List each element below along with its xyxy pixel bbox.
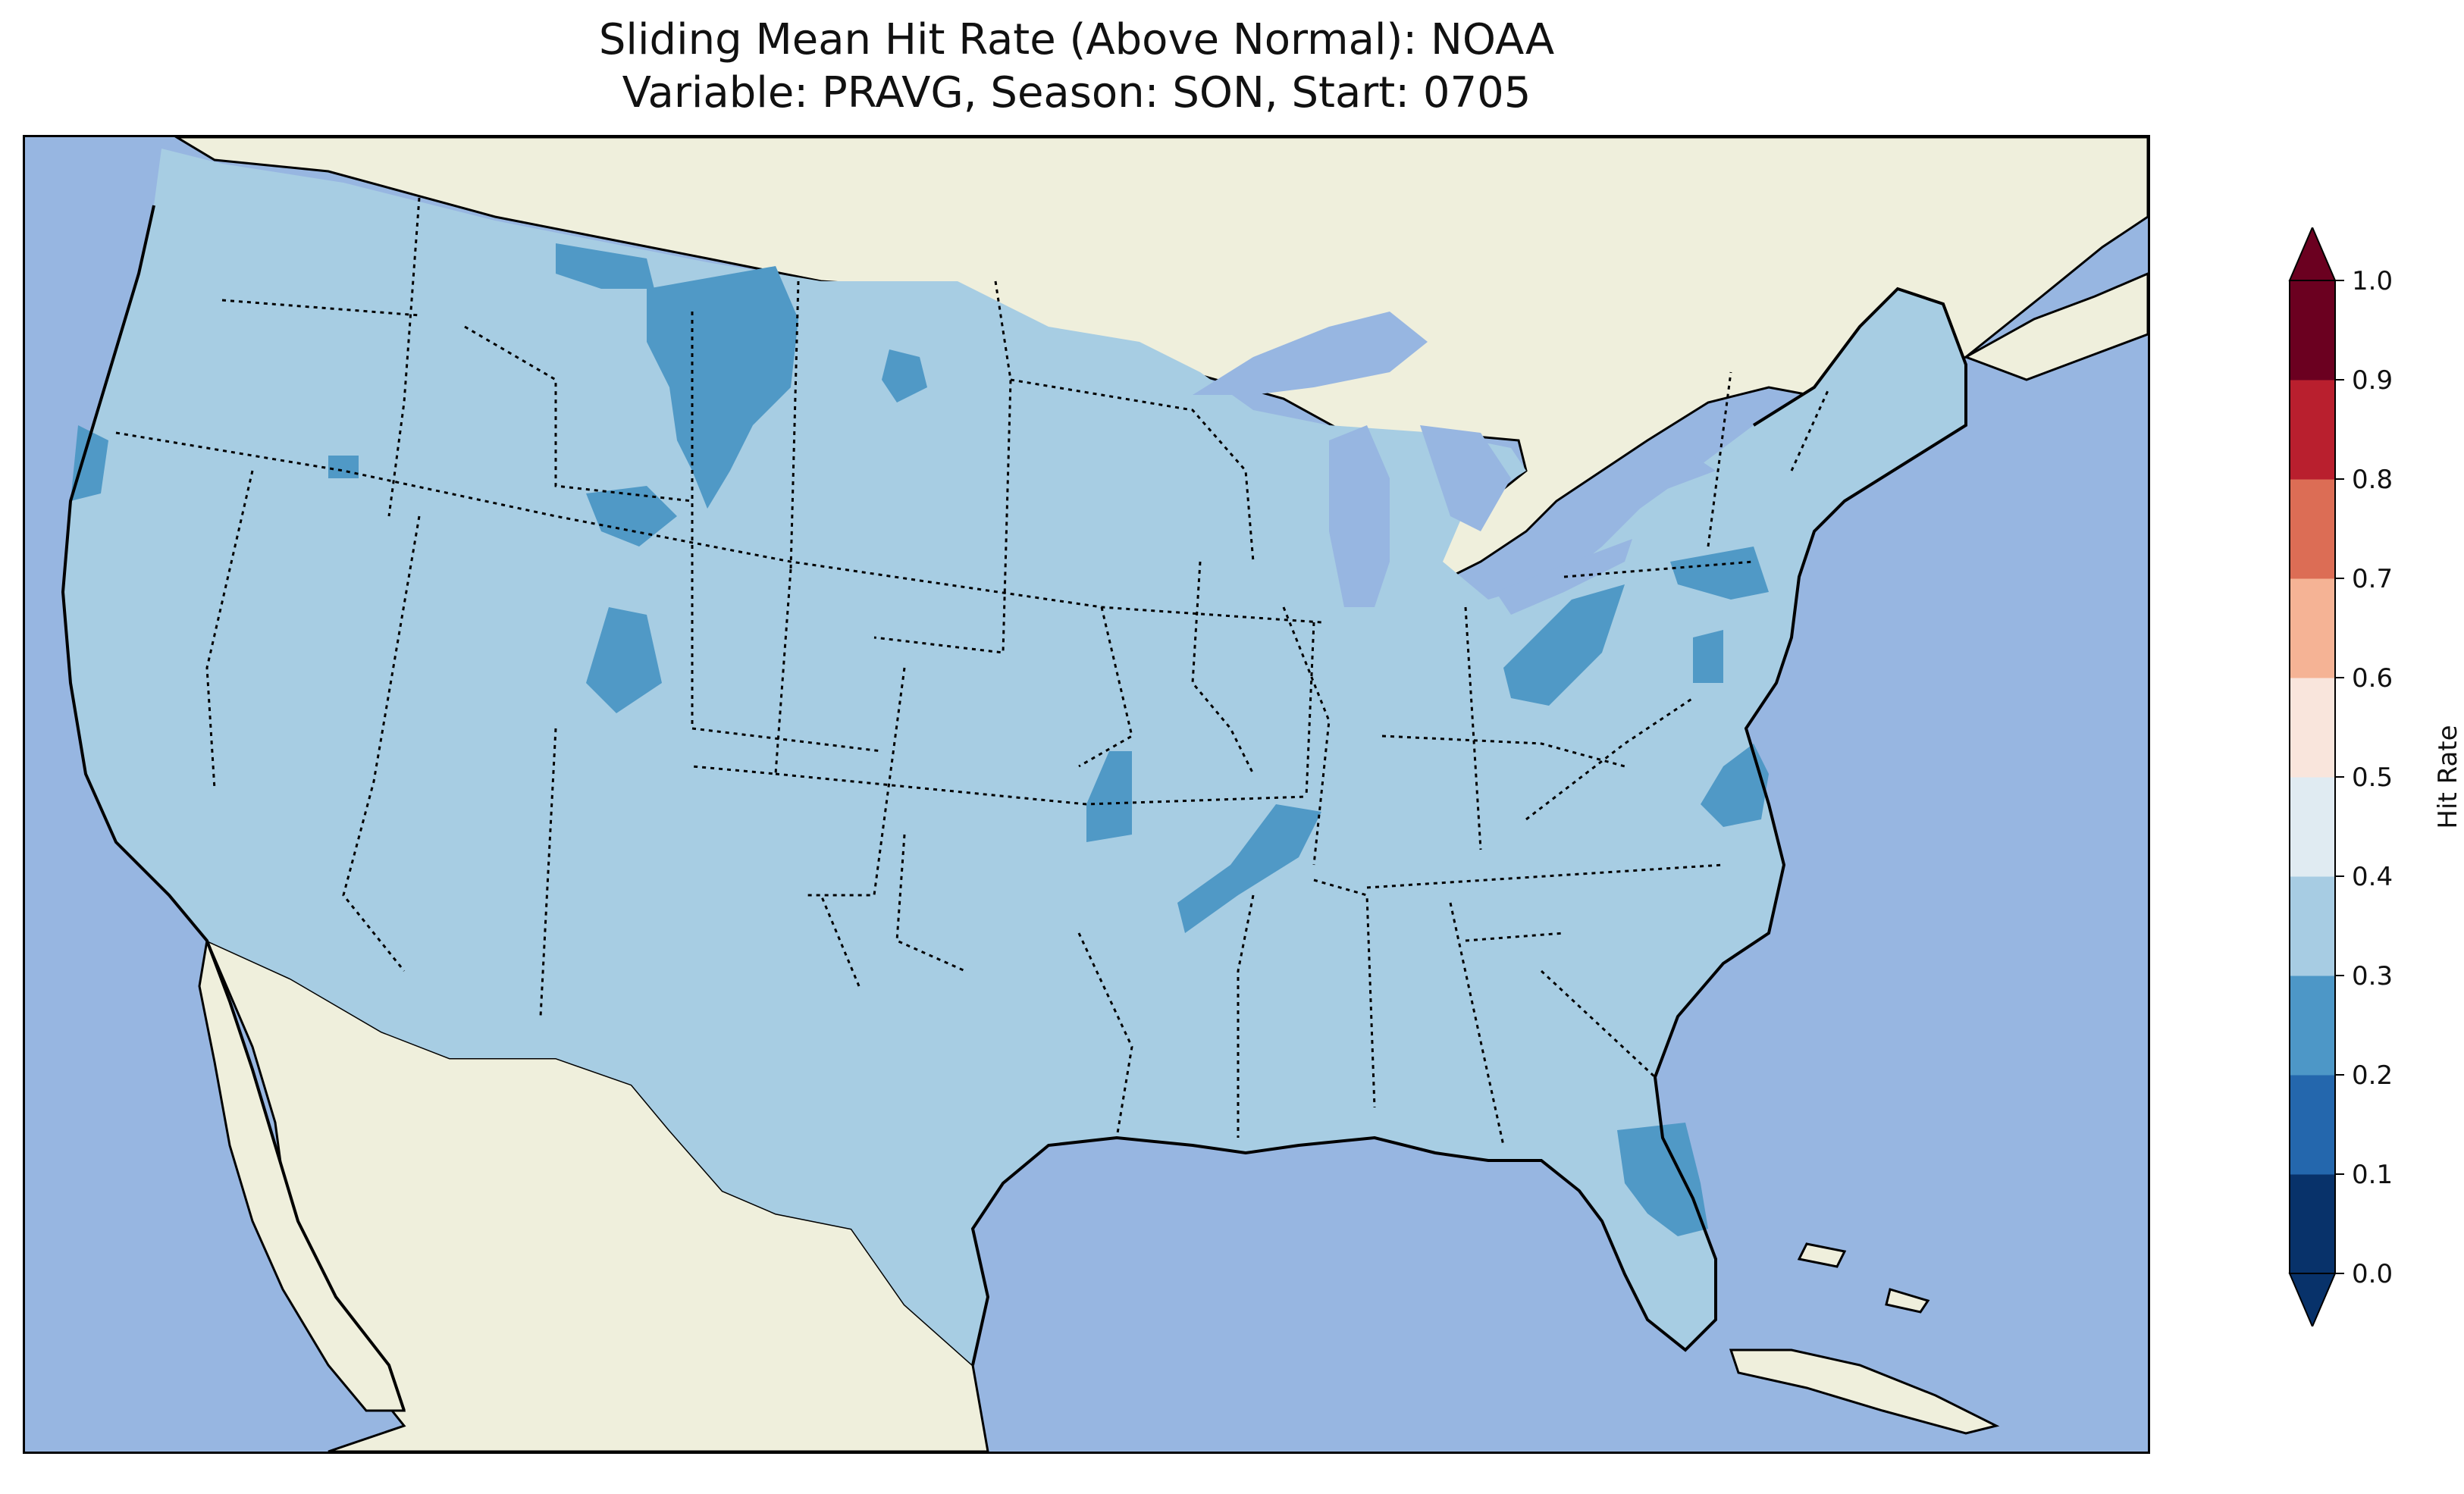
colorbar-bin	[2290, 1075, 2335, 1175]
region-idaho-spot	[328, 456, 359, 478]
colorbar-tick-label: 1.0	[2352, 266, 2393, 296]
colorbar-bins	[2290, 280, 2335, 1274]
lake-ontario	[1625, 456, 1716, 493]
colorbar-bin	[2290, 976, 2335, 1076]
region-northern-colorado	[586, 607, 662, 713]
colorbar-bin	[2290, 1174, 2335, 1274]
map-subtitle: Variable: PRAVG, Season: SON, Start: 070…	[622, 68, 1531, 117]
colorbar: 0.0 0.1 0.2 0.3 0.4 0.5 0.6 0.7 0.8 0.9 1.0 Hit Ra…	[2288, 227, 2463, 1326]
colorbar-tick-label: 0.1	[2352, 1160, 2393, 1190]
region-north-dakota	[882, 349, 927, 402]
nova-scotia	[1963, 272, 2148, 381]
colorbar-bin	[2290, 876, 2335, 976]
colorbar-tick-label: 0.3	[2352, 961, 2393, 991]
region-montana-spot	[556, 243, 654, 289]
colorbar-bin	[2290, 280, 2335, 381]
region-ohio	[1503, 584, 1625, 706]
colorbar-label: Hit Rate	[2433, 725, 2463, 828]
lake-superior	[1193, 312, 1428, 395]
colorbar-tick-label: 0.5	[2352, 763, 2393, 793]
colorbar-tick-label: 0.0	[2352, 1259, 2393, 1289]
colorbar-bin	[2290, 578, 2335, 678]
colorbar-under-arrow	[2288, 1273, 2337, 1326]
region-oklahoma	[1086, 751, 1132, 842]
colorbar-bin	[2290, 777, 2335, 877]
coastline	[61, 205, 1967, 1411]
colorbar-over-arrow	[2288, 227, 2337, 281]
region-virginia-spot	[1693, 630, 1723, 683]
colorbar-tick-label: 0.4	[2352, 862, 2393, 892]
region-pennsylvania	[1670, 547, 1769, 600]
colorbar-tick-label: 0.8	[2352, 465, 2393, 495]
region-florida	[1617, 1123, 1708, 1236]
map-title: Sliding Mean Hit Rate (Above Normal): NO…	[598, 15, 1555, 64]
colorbar-tick-label: 0.2	[2352, 1060, 2393, 1091]
map-svg	[25, 137, 2148, 1452]
lake-huron	[1420, 425, 1511, 531]
region-northern-rockies	[647, 266, 798, 509]
colorbar-bin	[2290, 678, 2335, 778]
bahamas-island	[1797, 1242, 1847, 1268]
region-ca-coast	[71, 425, 108, 501]
region-arkansas-band	[1177, 804, 1321, 933]
colorbar-bin	[2290, 479, 2335, 579]
state-borders	[115, 197, 1831, 1146]
low-hit-rate-regions	[71, 243, 1769, 1236]
colorbar-tick-label: 0.6	[2352, 663, 2393, 694]
colorbar-tick-label: 0.7	[2352, 564, 2393, 594]
region-north-carolina	[1701, 744, 1769, 827]
cuba-island	[1729, 1348, 2000, 1435]
lake-michigan	[1329, 425, 1390, 607]
map-panel	[23, 135, 2150, 1454]
bahamas-island	[1885, 1288, 1930, 1314]
colorbar-ticks: 0.0 0.1 0.2 0.3 0.4 0.5 0.6 0.7 0.8 0.9 1.0	[2335, 266, 2393, 1289]
colorbar-tick-label: 0.9	[2352, 365, 2393, 396]
colorbar-bin	[2290, 380, 2335, 480]
region-western-wyoming	[586, 486, 677, 547]
